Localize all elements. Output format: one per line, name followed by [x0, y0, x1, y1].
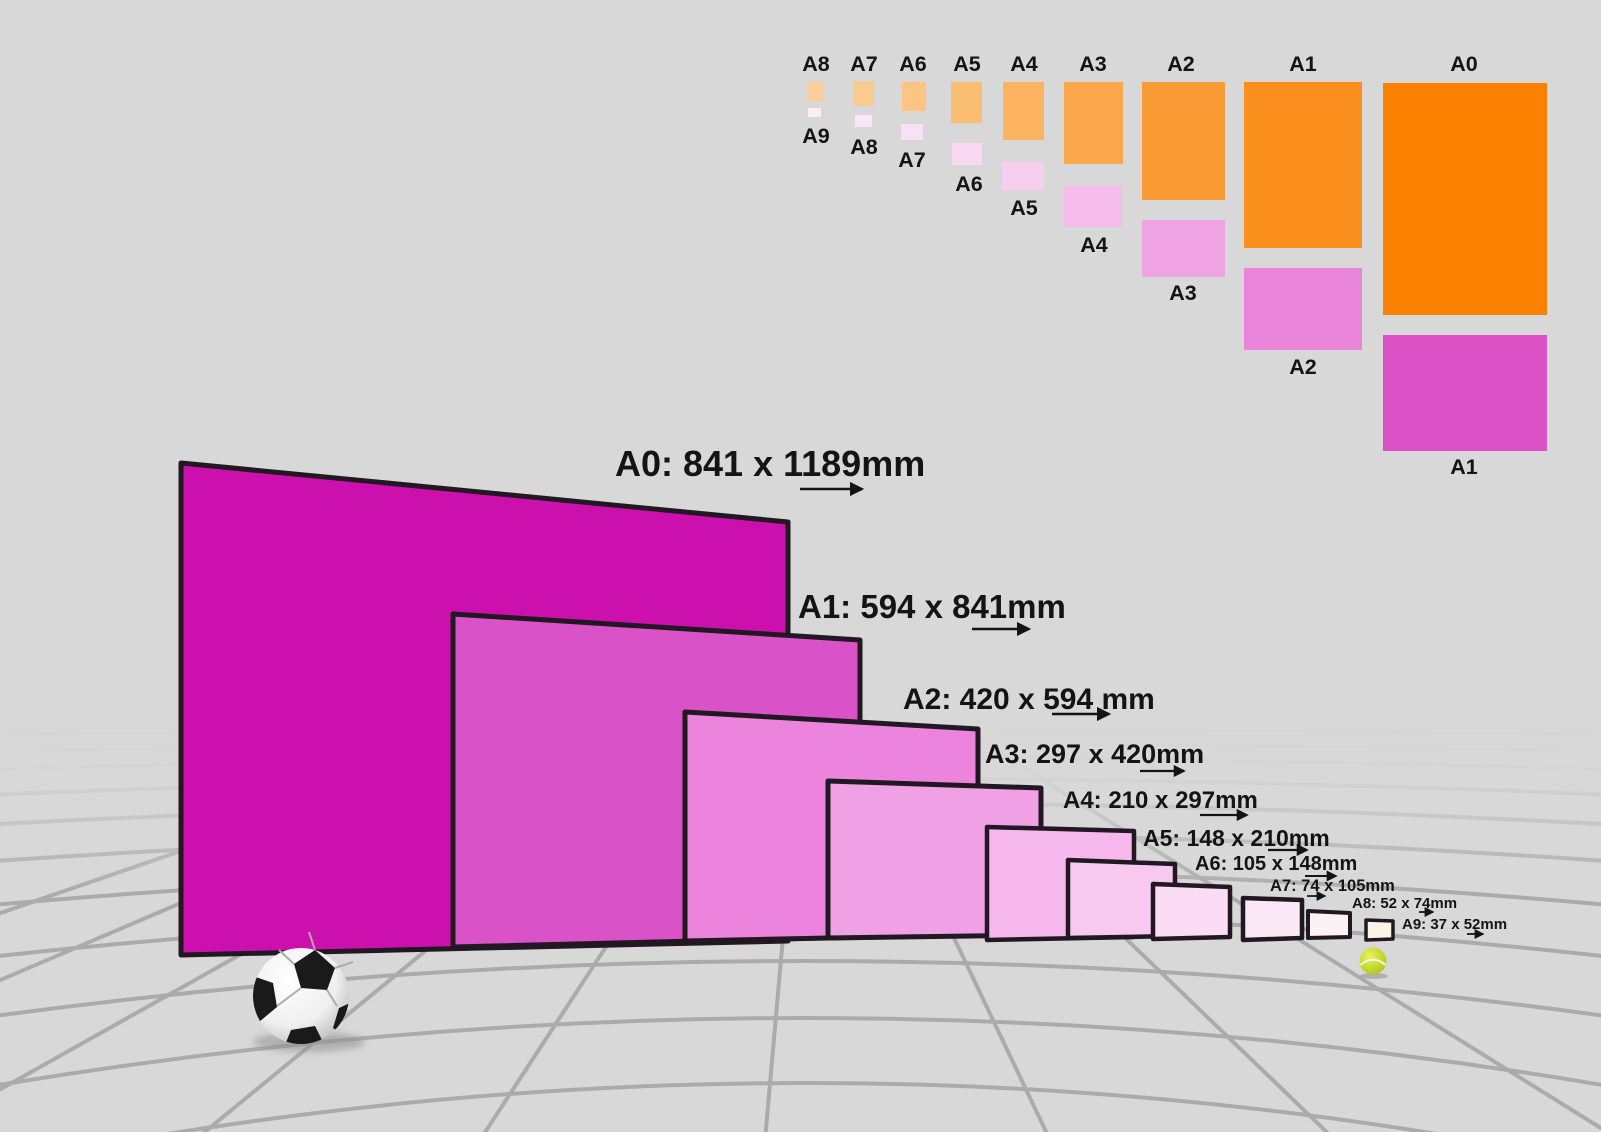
chart-portrait-a2: [1142, 82, 1225, 200]
chart-portrait-a4: [1003, 82, 1044, 140]
chart-portrait-a6: [902, 82, 926, 111]
chart-landscape-a9: [808, 108, 821, 117]
tennis-ball-seam: [1359, 958, 1387, 966]
chart-portrait-a0: [1383, 83, 1547, 315]
sheet-a9: [1364, 918, 1395, 942]
size-chart-labels: A8 A7 A6 A5 A4 A3 A2 A1 A0 A9 A8 A7 A6 A…: [802, 52, 1478, 479]
chart-portrait-a3: [1064, 82, 1123, 164]
size-chart-landscape-rects: [808, 108, 1547, 451]
label-a1: A1: 594 x 841mm: [798, 588, 1066, 625]
chart-bottom-label: A7: [898, 148, 926, 172]
chart-landscape-a5: [1002, 162, 1044, 190]
direction-arrows: [800, 481, 1485, 939]
chart-bottom-label: A1: [1450, 455, 1478, 479]
chart-landscape-a6: [952, 143, 982, 165]
chart-top-label: A6: [899, 52, 927, 76]
soccer-ball-seams: [276, 931, 354, 1007]
chart-top-label: A2: [1167, 52, 1195, 76]
label-a9: A9: 37 x 52mm: [1402, 916, 1507, 933]
chart-bottom-label: A4: [1080, 233, 1108, 257]
soccer-ball: [253, 931, 365, 1052]
chart-landscape-a3: [1142, 220, 1225, 277]
chart-top-label: A5: [953, 52, 981, 76]
label-a8: A8: 52 x 74mm: [1352, 895, 1457, 912]
chart-bottom-label: A2: [1289, 355, 1317, 379]
chart-bottom-label: A9: [802, 124, 830, 148]
chart-portrait-a5: [951, 82, 982, 123]
chart-bottom-label: A8: [850, 135, 878, 159]
sheet-a6: [1150, 881, 1233, 942]
chart-portrait-a7: [854, 81, 874, 106]
label-a5: A5: 148 x 210mm: [1143, 825, 1330, 851]
chart-bottom-label: A6: [955, 172, 983, 196]
label-a0: A0: 841 x 1189mm: [615, 443, 925, 484]
floor-grid-line: [166, 1081, 1438, 1132]
chart-portrait-a8: [808, 82, 824, 101]
size-chart-portrait-rects: [808, 81, 1547, 315]
sheet-a7: [1240, 895, 1305, 943]
tennis-ball-shadow: [1360, 973, 1388, 979]
label-a7: A7: 74 x 105mm: [1270, 877, 1395, 895]
chart-bottom-label: A5: [1010, 196, 1038, 220]
size-chart: A8 A7 A6 A5 A4 A3 A2 A1 A0 A9 A8 A7 A6 A…: [802, 52, 1547, 479]
sheet-a8: [1306, 909, 1352, 940]
perspective-sheets: [178, 460, 1395, 958]
chart-top-label: A3: [1079, 52, 1107, 76]
tennis-ball-body: [1359, 947, 1387, 975]
chart-bottom-label: A3: [1169, 281, 1197, 305]
label-a6: A6: 105 x 148mm: [1195, 853, 1357, 875]
tennis-ball: [1359, 947, 1388, 979]
label-a2: A2: 420 x 594 mm: [903, 683, 1155, 716]
chart-landscape-a1: [1383, 335, 1547, 451]
floor-grid-line: [0, 1016, 1601, 1087]
chart-top-label: A7: [850, 52, 878, 76]
chart-top-label: A8: [802, 52, 830, 76]
chart-landscape-a2: [1244, 268, 1362, 350]
chart-top-label: A0: [1450, 52, 1478, 76]
label-a4: A4: 210 x 297mm: [1063, 787, 1258, 814]
chart-portrait-a1: [1244, 82, 1362, 248]
chart-top-label: A1: [1289, 52, 1317, 76]
chart-top-label: A4: [1010, 52, 1038, 76]
chart-landscape-a7: [901, 124, 923, 140]
chart-landscape-a4: [1064, 186, 1122, 227]
chart-landscape-a8: [855, 115, 872, 127]
label-a3: A3: 297 x 420mm: [985, 739, 1204, 769]
